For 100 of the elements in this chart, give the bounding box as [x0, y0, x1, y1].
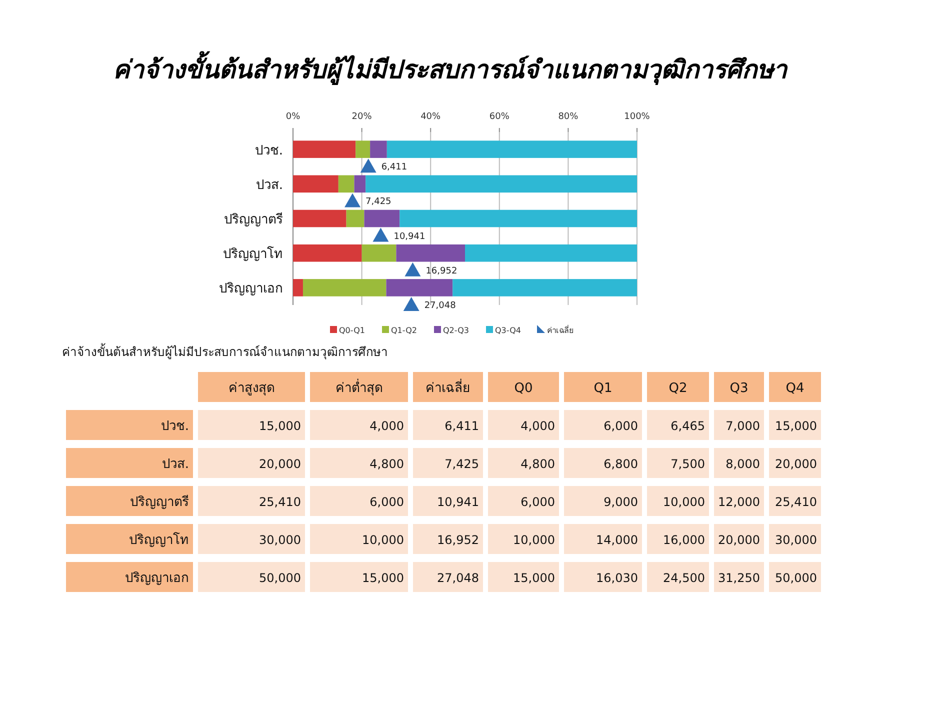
text: 27,048	[437, 571, 479, 585]
text: 9,000	[604, 495, 638, 509]
text: 31,250	[718, 571, 760, 585]
bar	[362, 244, 396, 262]
category-label: ปริญญาเอก	[125, 571, 189, 586]
category-label: Q1	[594, 381, 612, 396]
annotation: 6,411	[381, 162, 408, 173]
bar	[354, 175, 366, 193]
annotation: 10,941	[394, 232, 426, 242]
y-tick-label: ปริญญาโท	[223, 246, 283, 262]
text: 6,000	[604, 419, 638, 433]
bar	[400, 210, 637, 228]
bar	[293, 244, 362, 262]
point	[403, 297, 420, 311]
category-label: ค่าเฉลี่ย	[426, 379, 470, 396]
text: 8,000	[726, 457, 760, 471]
category-label: ปวช.	[160, 419, 189, 434]
text: 50,000	[775, 571, 817, 585]
legend-label: ค่าเฉลี่ย	[547, 324, 574, 335]
text: 10,000	[663, 495, 705, 509]
legend-label: Q3-Q4	[495, 326, 521, 335]
category-label: ค่าต่ำสุด	[336, 379, 382, 396]
text: 7,425	[444, 457, 479, 471]
bar	[370, 140, 387, 158]
category-label: ปวส.	[162, 457, 189, 472]
text: 14,000	[596, 533, 638, 547]
y-tick-label: ปวช.	[254, 143, 283, 158]
annotation: 16,952	[426, 266, 458, 276]
text: 10,000	[362, 533, 404, 547]
x-tick-label: 40%	[420, 112, 442, 122]
bar	[338, 175, 354, 193]
y-tick-label: ปวส.	[256, 178, 283, 193]
text: 24,500	[663, 571, 705, 585]
text: 15,000	[775, 419, 817, 433]
text: 10,000	[513, 533, 555, 547]
legend-label: Q0-Q1	[339, 326, 365, 335]
category-label: ปริญญาโท	[129, 533, 189, 548]
text: 50,000	[259, 571, 301, 585]
y-tick-label: ปริญญาตรี	[224, 212, 283, 228]
x-tick-label: 100%	[624, 112, 650, 122]
bar	[293, 210, 346, 228]
text: 16,952	[437, 533, 479, 547]
bar	[364, 210, 400, 228]
text: ค่าจ้างขั้นต้นสำหรับผู้ไม่มีประสบการณ์จำแนกตามวุฒิการศึกษา	[62, 343, 388, 360]
text: 16,000	[663, 533, 705, 547]
text: 20,000	[775, 457, 817, 471]
bar	[302, 279, 386, 296]
bar	[293, 175, 338, 193]
text: 4,000	[370, 419, 404, 433]
text: 30,000	[259, 533, 301, 547]
bar	[452, 279, 637, 296]
bar	[465, 244, 637, 262]
text: 20,000	[718, 533, 760, 547]
text: 6,000	[370, 495, 404, 509]
x-tick-label: 0%	[286, 112, 301, 122]
category-label: ค่าสูงสุด	[228, 381, 274, 396]
annotation: 27,048	[424, 301, 456, 311]
bar	[396, 244, 465, 262]
bar	[293, 140, 356, 158]
text: 25,410	[259, 495, 301, 509]
category-label: Q4	[786, 381, 804, 396]
x-tick-label: 20%	[352, 112, 372, 122]
text: 20,000	[259, 457, 301, 471]
x-tick-label: 60%	[489, 112, 510, 122]
point	[404, 262, 421, 276]
text: 4,000	[520, 419, 555, 433]
bar	[386, 279, 453, 296]
text: 12,000	[718, 495, 760, 509]
annotation: 7,425	[366, 197, 392, 208]
text: 30,000	[775, 533, 817, 547]
text: 6,800	[604, 457, 638, 471]
text: 16,030	[596, 571, 638, 585]
x-tick-label: 80%	[558, 112, 579, 122]
category-label: Q2	[668, 381, 688, 396]
legend-label: Q2-Q3	[443, 326, 469, 335]
bar	[346, 210, 364, 228]
text: 7,500	[670, 457, 705, 471]
text: 15,000	[513, 571, 555, 585]
category-label: ปริญญาตรี	[130, 495, 189, 510]
text: 6,465	[670, 419, 705, 433]
legend-label: Q1-Q2	[391, 326, 417, 335]
text: 4,800	[520, 457, 555, 471]
text: 6,000	[520, 495, 555, 509]
point	[360, 158, 376, 173]
text: 7,000	[726, 419, 760, 433]
point	[344, 193, 361, 208]
bar	[356, 140, 370, 158]
chart-title: ค่าจ้างขั้นต้นสำหรับผู้ไม่มีประสบการณ์จำแนกตามวุฒิการศึกษา	[113, 51, 788, 85]
text: 4,800	[370, 457, 404, 471]
point	[372, 228, 389, 242]
category-label: Q3	[730, 381, 748, 396]
bar	[293, 279, 303, 296]
category-label: Q0	[514, 381, 533, 396]
text: 15,000	[259, 419, 301, 433]
text: 15,000	[362, 571, 404, 585]
bar	[366, 175, 637, 193]
text: 25,410	[775, 495, 817, 509]
bar	[386, 140, 637, 158]
y-tick-label: ปริญญาเอก	[219, 282, 283, 297]
text: 10,941	[437, 495, 479, 509]
